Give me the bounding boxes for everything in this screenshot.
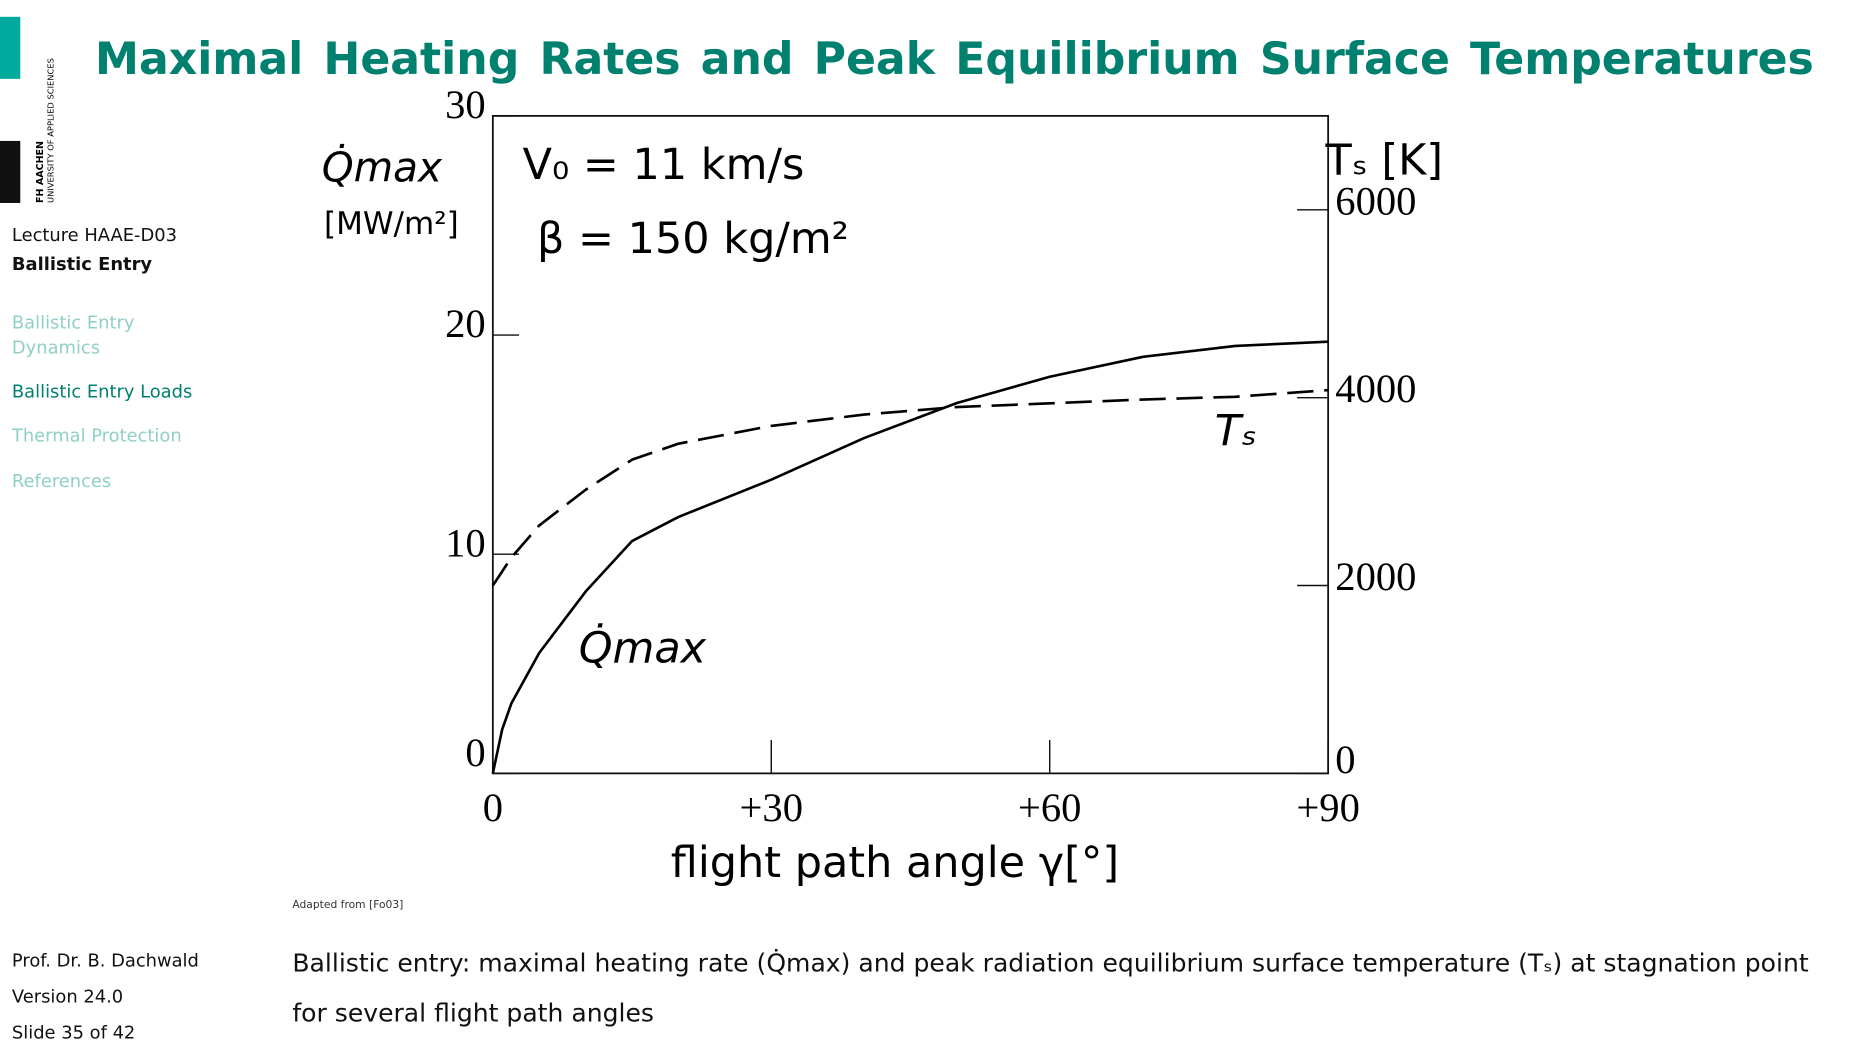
x-tick-label: +90 [1296, 785, 1359, 830]
y-axis-label: Q̇max [322, 144, 443, 192]
y2-tick-label: 0 [1335, 737, 1355, 782]
logo-name: FH AACHEN [35, 141, 46, 203]
series-line [491, 340, 1329, 774]
series-line [491, 388, 1329, 587]
source: Adapted from [Fo03] [292, 898, 403, 911]
logo-bar [0, 140, 21, 203]
nav-item: Ballistic Entry Loads [12, 381, 192, 402]
slide-number: Slide 35 of 42 [12, 1022, 135, 1042]
x-tick-label: +60 [1018, 785, 1081, 830]
y-tick-label: 30 [445, 82, 486, 127]
plot-frame [491, 114, 1330, 775]
x-tick-label: 0 [483, 785, 503, 830]
lecture: Lecture HAAE-D03 [12, 225, 177, 246]
author: Prof. Dr. B. Dachwald [12, 951, 199, 972]
caption: Ballistic entry: maximal heating rate (Q… [292, 948, 1809, 1028]
y-tick-label: 0 [465, 730, 485, 775]
topic: Ballistic Entry [12, 254, 152, 275]
x-axis-label: flight path angle γ[°] [671, 838, 1119, 888]
slide-title: Maximal Heating Rates and Peak Equilibri… [95, 34, 1814, 85]
logo-bar [0, 16, 21, 79]
chart: V₀ = 11 km/s β = 150 kg/m² Q̇max [MW/m²]… [322, 82, 1443, 888]
y2-tick-label: 4000 [1335, 366, 1416, 411]
nav-item: References [12, 471, 111, 492]
y2-axis-label: Tₛ [K] [1324, 135, 1443, 185]
y-tick-label: 10 [445, 520, 486, 565]
y2-tick-label: 6000 [1335, 178, 1416, 223]
version: Version 24.0 [12, 986, 123, 1007]
nav: Ballistic Entry Dynamics Ballistic Entry L… [11, 312, 192, 492]
y2-tick-label: 2000 [1335, 554, 1416, 599]
nav-item: Ballistic Entry Dynamics [12, 312, 135, 358]
y-tick-label: 20 [445, 301, 486, 346]
annotation: β = 150 kg/m² [537, 214, 849, 264]
series-label: Tₛ [1215, 406, 1257, 456]
x-tick-label: +30 [740, 785, 803, 830]
series-label: Q̇max [579, 623, 707, 673]
y-axis-unit: [MW/m²] [324, 206, 459, 242]
logo-subtitle: UNIVERSITY OF APPLIED SCIENCES [46, 58, 56, 203]
caption-box: Ballistic entry: maximal heating rate (Q… [292, 948, 1809, 1028]
nav-item: Thermal Protection [11, 426, 182, 447]
annotation: V₀ = 11 km/s [523, 140, 805, 190]
